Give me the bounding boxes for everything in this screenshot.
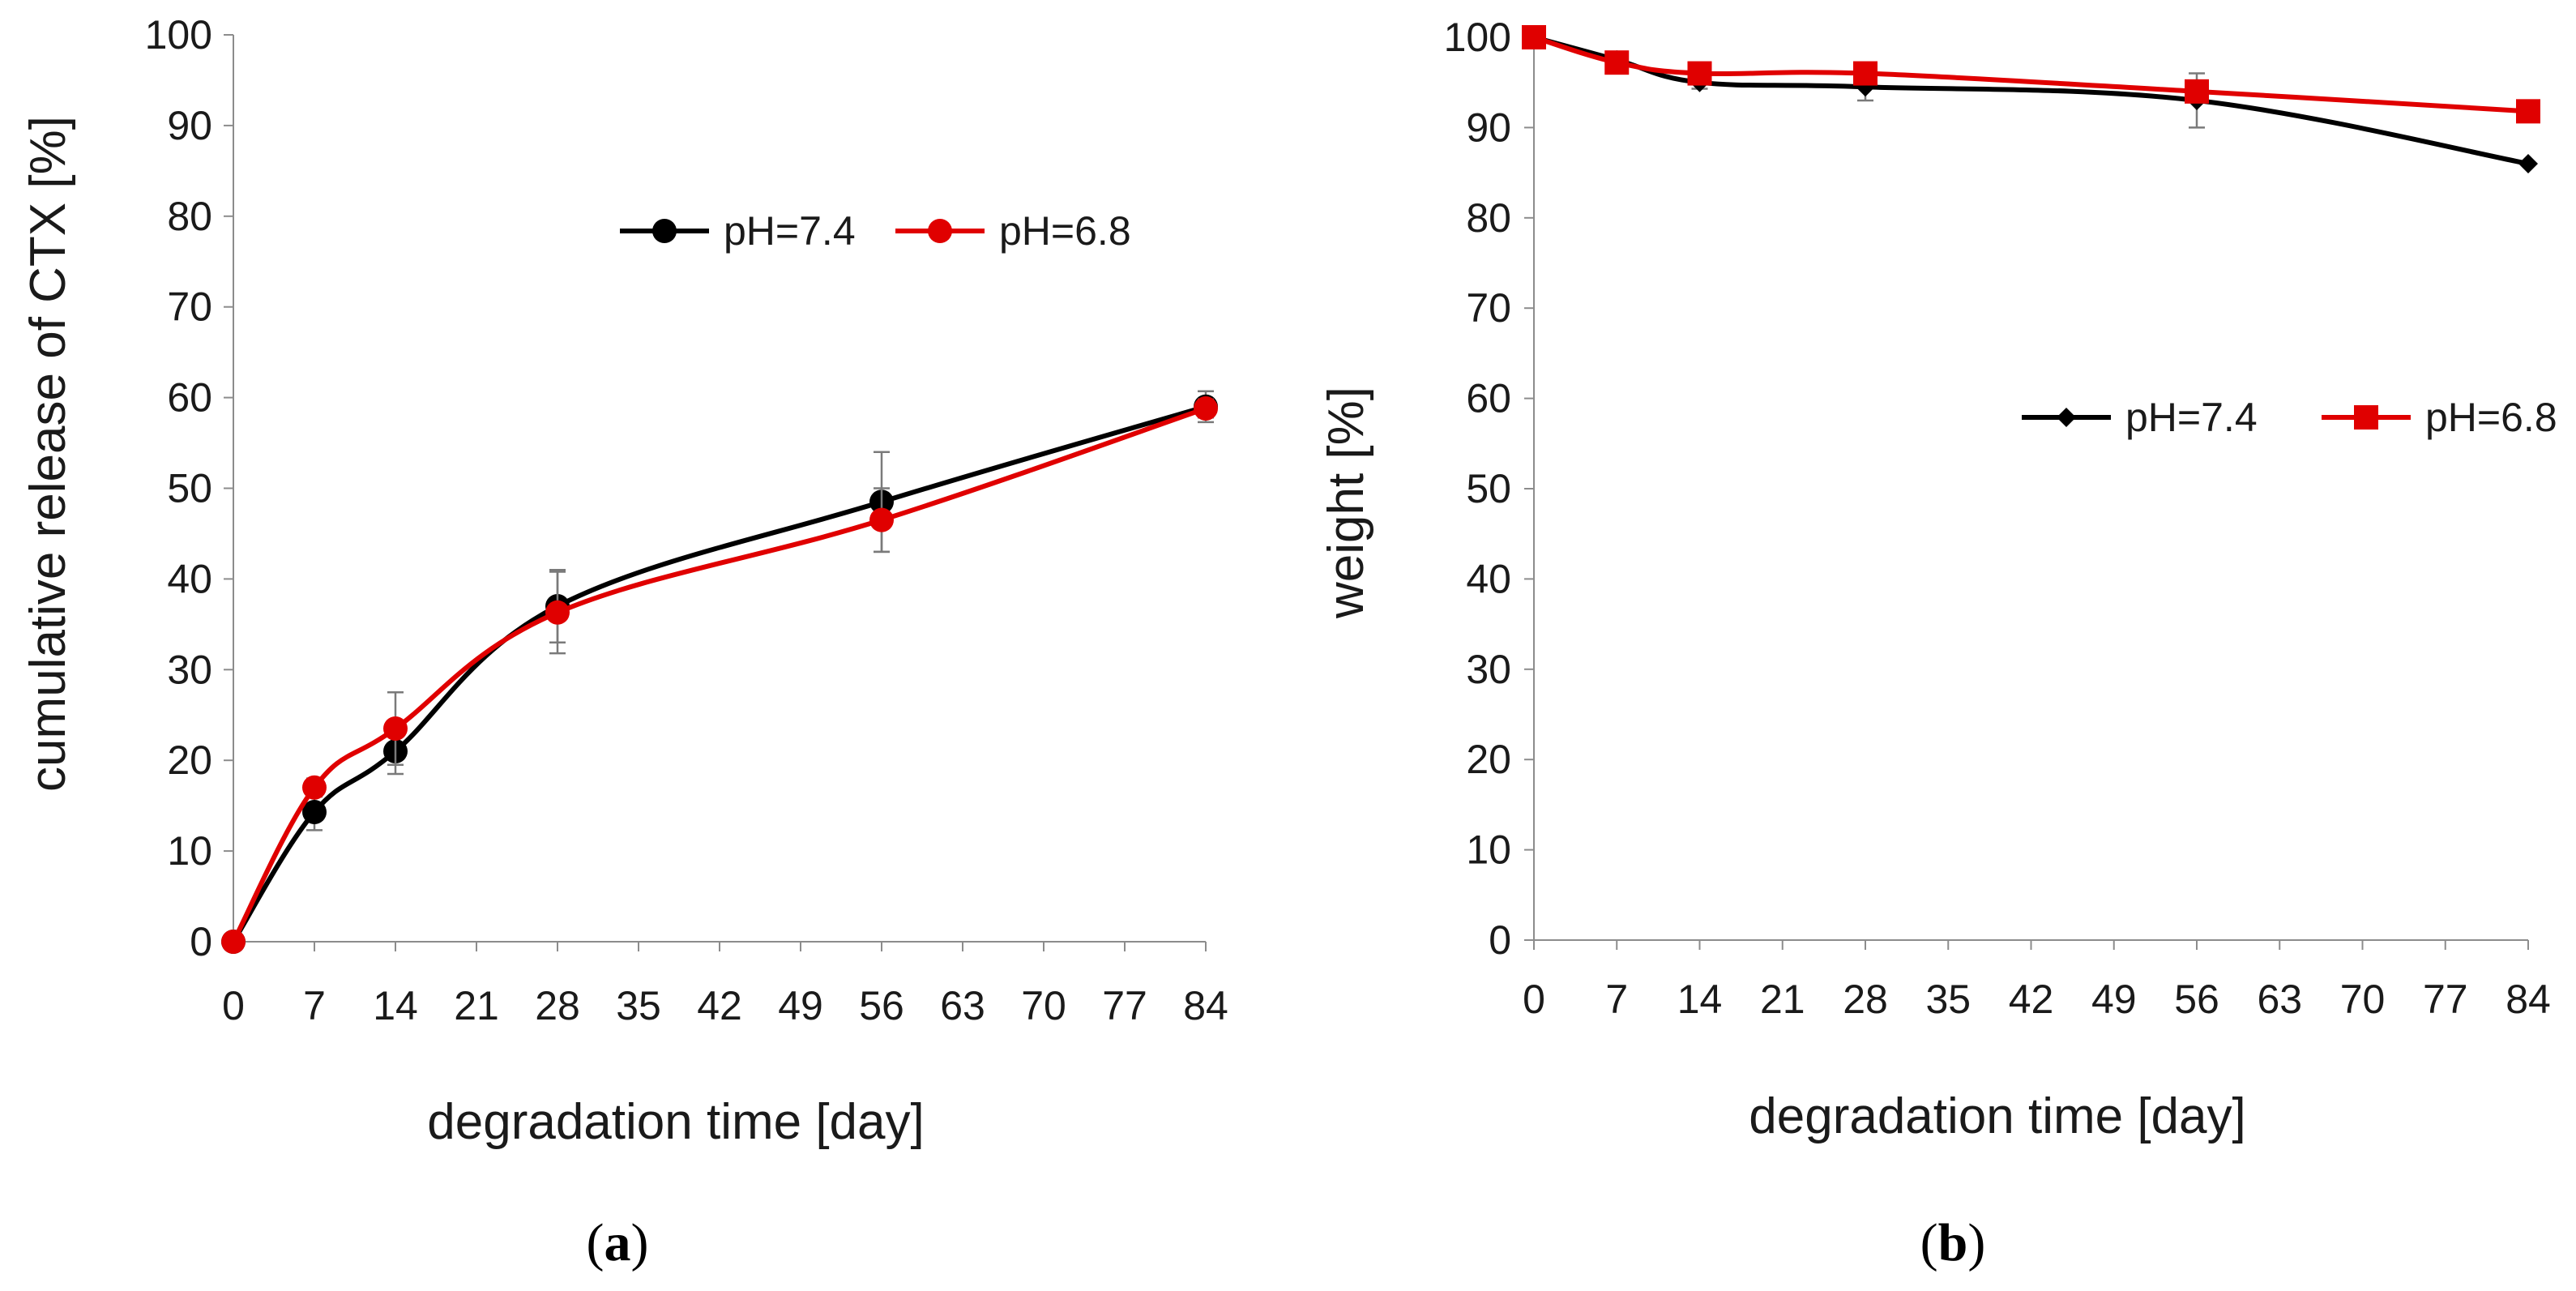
plot-area-a: 0 10 20 30 40 50 60 70 80 90 100 0 7 14 21 28 35 42 49 56 63… [145, 12, 1228, 1028]
y-tick-label: 100 [1444, 15, 1511, 60]
legend-a: pH=7.4 pH=6.8 [620, 208, 1131, 254]
plot-area-b: 0 10 20 30 40 50 60 70 80 90 100 0 7 14 21 28 35 42 49 56 63… [1444, 15, 2557, 1022]
y-tick-label: 50 [167, 466, 212, 511]
data-point [2516, 99, 2540, 124]
y-tick-label: 90 [167, 103, 212, 148]
legend-marker [652, 219, 677, 243]
y-tick-label: 90 [1466, 105, 1511, 150]
x-tick-label: 63 [2257, 977, 2302, 1022]
series-a-1 [221, 390, 1218, 954]
data-point [869, 507, 894, 532]
y-tick-label: 70 [167, 284, 212, 330]
y-tick-label: 100 [145, 12, 212, 58]
chart-panel-b: weight [%] degradation time [day] (b) 0 1… [1318, 15, 2557, 1272]
data-point [2518, 153, 2538, 173]
chart-panel-a: cumulative release of CTX [%] degradatio… [20, 12, 1228, 1272]
y-tick-label: 50 [1466, 466, 1511, 511]
panel-letter-a: a [604, 1213, 631, 1272]
y-tick-label: 30 [167, 647, 212, 692]
data-point [383, 716, 408, 742]
series-line [231, 404, 1207, 943]
series-line [1533, 35, 2529, 114]
y-tick-label: 0 [190, 919, 212, 964]
x-tick-label: 21 [1760, 977, 1805, 1022]
data-point [1604, 50, 1630, 75]
data-point [302, 799, 327, 824]
x-tick-label: 35 [1925, 977, 1971, 1022]
y-tick-label: 20 [167, 737, 212, 783]
x-tick-label: 56 [2174, 977, 2219, 1022]
x-tick-label: 70 [1021, 983, 1066, 1028]
series-line [231, 406, 1207, 943]
y-tick-label: 70 [1466, 285, 1511, 331]
x-tick-label: 49 [778, 983, 823, 1028]
panel-label-b: (b) [1920, 1213, 1986, 1272]
data-point [1687, 61, 1712, 86]
x-axis-title-b: degradation time [day] [1749, 1088, 2246, 1144]
x-tick-label: 84 [2506, 977, 2551, 1022]
x-axis-title-a: degradation time [day] [427, 1094, 925, 1150]
data-point [1194, 396, 1218, 421]
x-tick-label: 42 [2009, 977, 2054, 1022]
x-tick-label: 42 [697, 983, 742, 1028]
x-tick-label: 77 [2423, 977, 2468, 1022]
data-point [545, 600, 570, 625]
legend-marker [2057, 408, 2076, 427]
x-tick-label: 14 [1677, 977, 1723, 1022]
x-tick-label: 49 [2091, 977, 2137, 1022]
y-axis-title-a: cumulative release of CTX [%] [20, 116, 76, 792]
x-tick-label: 56 [859, 983, 904, 1028]
x-tick-label: 63 [940, 983, 985, 1028]
x-tick-label: 35 [616, 983, 661, 1028]
x-tick-label: 28 [535, 983, 580, 1028]
x-tick-label: 0 [1523, 977, 1545, 1022]
x-tick-label: 0 [222, 983, 245, 1028]
legend-label: pH=7.4 [2125, 395, 2258, 440]
y-tick-label: 10 [1466, 827, 1511, 873]
panel-label-a: (a) [587, 1213, 649, 1272]
data-point [1522, 25, 1546, 49]
data-point [302, 775, 327, 800]
y-tick-label: 60 [167, 375, 212, 421]
panel-letter-b: b [1938, 1213, 1968, 1272]
y-tick-label: 10 [167, 828, 212, 874]
y-tick-label: 20 [1466, 737, 1511, 782]
series-b-2 [1522, 25, 2540, 124]
data-point [1853, 61, 1878, 86]
x-tick-label: 7 [303, 983, 326, 1028]
y-tick-label: 80 [167, 194, 212, 239]
legend-label: pH=7.4 [724, 208, 856, 254]
legend-b: pH=7.4 pH=6.8 [2022, 395, 2557, 440]
y-axis-title-b: weight [%] [1318, 387, 1374, 619]
x-tick-label: 28 [1843, 977, 1888, 1022]
y-tick-label: 40 [1466, 556, 1511, 601]
y-tick-label: 40 [167, 556, 212, 601]
y-tick-label: 0 [1489, 917, 1511, 963]
data-point [2185, 79, 2209, 104]
x-tick-label: 84 [1183, 983, 1228, 1028]
y-tick-label: 80 [1466, 195, 1511, 241]
series-a-2 [221, 396, 1218, 954]
x-tick-label: 14 [373, 983, 418, 1028]
legend-marker [928, 219, 952, 243]
legend-marker [2354, 405, 2378, 430]
x-tick-label: 70 [2340, 977, 2386, 1022]
x-tick-label: 21 [454, 983, 499, 1028]
legend-label: pH=6.8 [999, 208, 1131, 254]
y-tick-label: 60 [1466, 376, 1511, 421]
x-tick-label: 77 [1102, 983, 1147, 1028]
data-point [221, 930, 246, 954]
x-tick-label: 7 [1605, 977, 1628, 1022]
y-tick-label: 30 [1466, 647, 1511, 692]
legend-label: pH=6.8 [2425, 395, 2557, 440]
